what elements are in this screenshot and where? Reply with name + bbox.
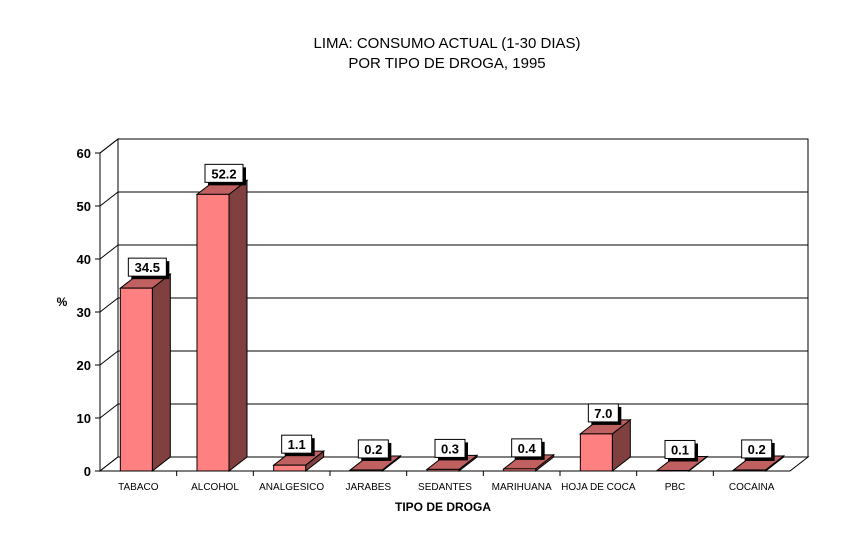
data-label: 52.2 (211, 166, 236, 181)
y-tick-label: 50 (77, 199, 91, 214)
x-tick-label: ANALGESICO (259, 482, 324, 493)
bar (349, 469, 383, 472)
data-label-box (741, 439, 773, 459)
bar (503, 468, 537, 472)
bar (273, 464, 307, 472)
x-tick-label: SEDANTES (418, 482, 472, 493)
y-tick-label: 30 (77, 305, 91, 320)
data-label: 0.3 (441, 441, 459, 456)
x-tick-label: TABACO (118, 482, 159, 493)
bar (426, 468, 460, 472)
data-label-box (511, 438, 543, 458)
data-label: 1.1 (288, 437, 306, 452)
data-label: 7.0 (594, 406, 612, 421)
data-label-box (434, 438, 466, 458)
data-label-box (357, 439, 389, 459)
x-axis-label: TIPO DE DROGA (395, 500, 491, 514)
y-tick-label: 40 (77, 252, 91, 267)
bar-side (228, 179, 248, 473)
plot-area: 0 10 20 30 40 50 60 34.5 TABACO 52.2 ALCOHOL 1.1 ANA… (77, 137, 810, 493)
data-label-box (664, 439, 696, 459)
data-label: 0.1 (671, 442, 689, 457)
data-label: 0.4 (518, 441, 537, 456)
bar-side (151, 273, 171, 473)
y-tick-label: 10 (77, 411, 91, 426)
gridline-side (99, 297, 119, 313)
bar (119, 287, 153, 472)
x-tick-label: HOJA DE COCA (561, 482, 636, 493)
x-tick-label: COCAINA (729, 482, 775, 493)
y-axis-label: % (57, 295, 68, 309)
data-label-box (204, 163, 244, 183)
bar (579, 433, 613, 472)
data-label-box (587, 403, 619, 423)
y-tick-label: 0 (84, 464, 91, 479)
bar (196, 193, 230, 472)
data-label-box (281, 434, 313, 454)
chart-title: LIMA: CONSUMO ACTUAL (1-30 DIAS) (314, 35, 581, 52)
data-label: 0.2 (364, 442, 382, 457)
gridline-side (99, 403, 119, 419)
gridline-side (99, 350, 119, 366)
gridline-side (99, 191, 119, 207)
data-label: 0.2 (748, 442, 766, 457)
data-label-box (127, 257, 167, 277)
bar (656, 469, 690, 472)
y-tick-label: 20 (77, 358, 91, 373)
chart-subtitle: POR TIPO DE DROGA, 1995 (348, 55, 545, 72)
y-tick-label: 60 (77, 146, 91, 161)
x-tick-label: JARABES (346, 482, 392, 493)
x-tick-label: MARIHUANA (492, 482, 552, 493)
gridline-side (99, 244, 119, 260)
x-tick-label: PBC (665, 482, 686, 493)
data-label: 34.5 (135, 260, 160, 275)
x-tick-label: ALCOHOL (191, 482, 239, 493)
bar (733, 469, 767, 472)
